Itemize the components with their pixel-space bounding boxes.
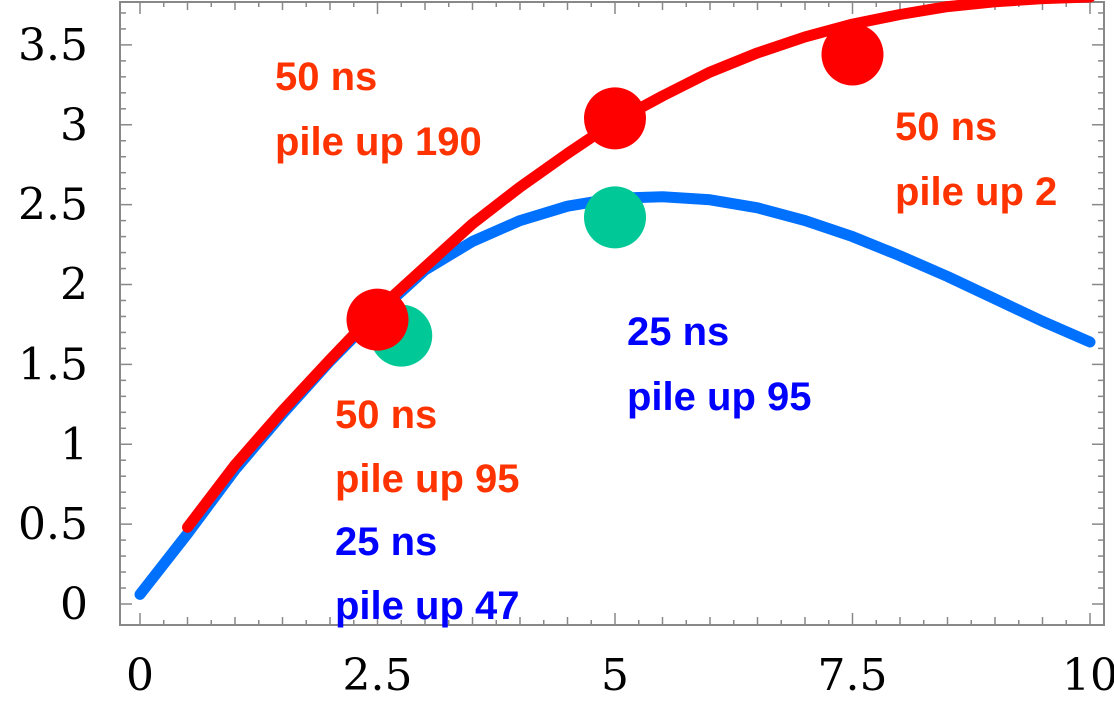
axis-labels: 0 2.5 5 7.5 10 0 0.5 1 1.5 2 2.5 3 3.5 [18, 20, 1114, 701]
y-tick-label: 1.5 [18, 339, 88, 390]
x-tick-label: 0 [126, 650, 154, 701]
annotation-label: pile up 95 [335, 457, 520, 501]
y-tick-label: 0.5 [18, 499, 88, 550]
y-tick-label: 3 [60, 100, 88, 151]
y-tick-label: 0 [60, 579, 88, 630]
annotation-label: 50 ns [895, 105, 997, 149]
annotation-label: pile up 2 [895, 170, 1057, 214]
annotations: 50 ns pile up 190 50 ns pile up 2 25 ns … [275, 55, 1057, 628]
x-tick-label: 5 [601, 650, 629, 701]
annotation-label: 50 ns [335, 393, 437, 437]
annotation-label: 25 ns [335, 520, 437, 564]
data-point [346, 288, 409, 351]
series-line [134, 191, 1096, 600]
data-point [584, 186, 646, 249]
plot-frame [119, 1, 1105, 626]
data-point [584, 87, 646, 150]
x-tick-label: 7.5 [818, 650, 888, 701]
annotation-label: 50 ns [275, 55, 377, 99]
y-tick-label: 3.5 [18, 20, 88, 71]
x-tick-label: 10 [1062, 650, 1114, 701]
annotation-label: pile up 190 [275, 120, 482, 164]
annotation-label: pile up 47 [335, 584, 520, 628]
annotation-label: pile up 95 [627, 375, 812, 419]
data-points [346, 23, 884, 367]
x-tick-label: 2.5 [343, 650, 413, 701]
data-point [821, 23, 884, 86]
y-tick-label: 2 [60, 260, 88, 311]
y-tick-label: 2.5 [18, 180, 88, 231]
annotation-label: 25 ns [627, 310, 729, 354]
y-tick-label: 1 [60, 419, 88, 470]
